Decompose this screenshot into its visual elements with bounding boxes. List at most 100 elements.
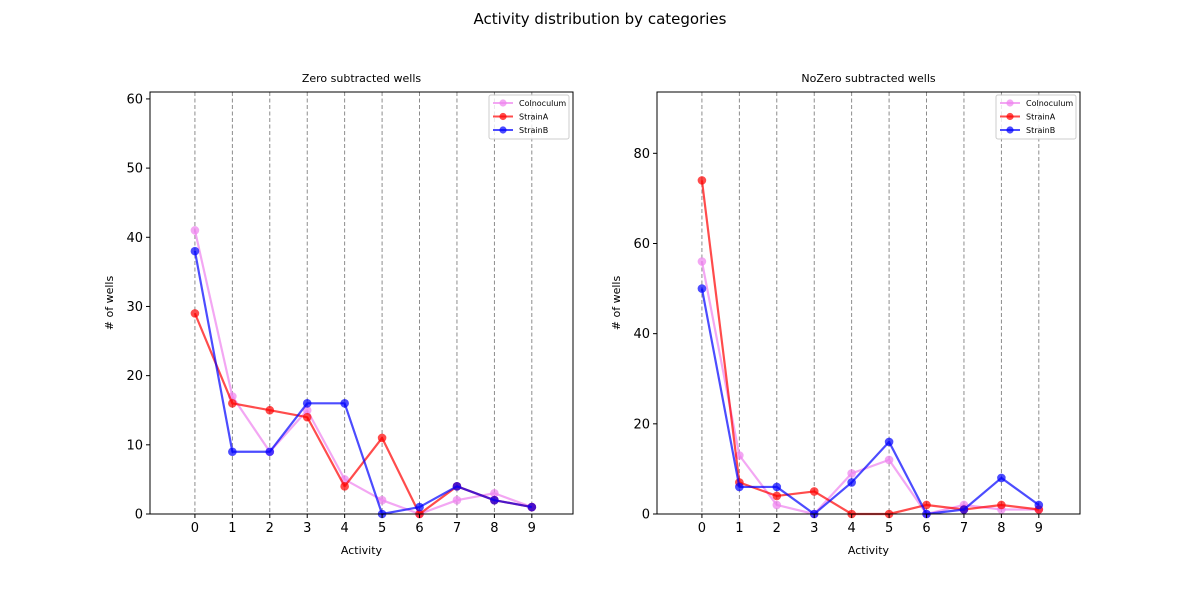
chart-panel-2: 0 1 2 3 4 5 6 7 8 9 0 20 40 60 80 NoZero subtracted wel… <box>610 72 1081 557</box>
x-tick-label: 5 <box>885 521 893 536</box>
y-tick-label: 40 <box>126 231 143 246</box>
series-line <box>700 288 1040 516</box>
series-line <box>193 312 533 516</box>
data-point <box>697 257 707 266</box>
data-point <box>452 495 462 505</box>
legend-box <box>488 94 570 140</box>
x-tick-label: 2 <box>773 521 781 536</box>
legend-swatch-marker <box>499 112 507 121</box>
y-tick-label: 20 <box>633 417 650 432</box>
data-point <box>302 399 312 408</box>
series-line <box>700 261 1039 516</box>
y-tick-label: 20 <box>126 369 143 384</box>
data-point <box>302 405 312 415</box>
legend-swatch-marker <box>499 99 507 107</box>
x-tick-label: 6 <box>922 521 930 536</box>
x-tick-label: 0 <box>191 521 199 536</box>
x-tick-label: 5 <box>378 521 386 536</box>
x-tick-label: 7 <box>453 521 461 536</box>
data-point <box>452 482 462 491</box>
legend-label: Colnoculum <box>519 99 566 108</box>
data-point <box>847 469 856 478</box>
x-tick-label: 3 <box>810 521 818 536</box>
x-tick-label: 7 <box>960 521 968 536</box>
x-tick-label: 2 <box>266 521 274 536</box>
x-tick-label: 3 <box>303 521 311 536</box>
data-point <box>490 488 499 498</box>
x-tick-label: 1 <box>228 521 236 536</box>
legend-label: Colnoculum <box>1026 99 1073 108</box>
y-axis-label: # of wells <box>610 276 623 331</box>
y-tick-label: 0 <box>642 508 650 523</box>
axes-frame <box>656 91 1081 515</box>
legend-swatch-marker <box>1006 99 1014 107</box>
x-tick-label: 4 <box>848 521 856 536</box>
data-point <box>490 495 499 505</box>
x-tick-label: 9 <box>528 521 536 536</box>
x-axis-label: Activity <box>341 544 383 557</box>
data-point <box>1034 500 1044 510</box>
data-point <box>302 412 312 422</box>
chart-panel-1: 0 1 2 3 4 5 6 7 8 9 0 10 20 30 40 50 60 Zero subtracted w… <box>103 72 574 557</box>
data-point <box>190 246 200 256</box>
data-point <box>997 473 1006 483</box>
legend-swatch-marker <box>1006 126 1014 134</box>
legend-label: StrainB <box>1026 126 1055 135</box>
data-point <box>922 500 931 510</box>
data-point <box>228 399 237 408</box>
data-point <box>697 176 707 185</box>
data-point <box>735 482 744 492</box>
legend-swatch-marker <box>499 126 507 134</box>
x-tick-label: 1 <box>735 521 743 536</box>
data-point <box>377 495 387 505</box>
x-tick-label: 8 <box>997 521 1005 536</box>
legend: Colnoculum StrainA StrainB <box>995 94 1077 140</box>
legend-label: StrainA <box>1026 113 1056 122</box>
data-point <box>228 447 237 457</box>
x-tick-label: 0 <box>698 521 706 536</box>
data-point <box>847 478 856 487</box>
data-point <box>415 502 424 512</box>
legend-label: StrainB <box>519 126 548 135</box>
x-tick-label: 8 <box>490 521 498 536</box>
data-point <box>697 284 707 293</box>
y-tick-label: 10 <box>126 438 143 453</box>
y-tick-label: 80 <box>633 147 650 162</box>
series-line <box>193 250 533 516</box>
data-point <box>884 437 894 447</box>
data-point <box>884 455 894 465</box>
data-point <box>809 487 819 496</box>
y-tick-label: 30 <box>126 300 143 315</box>
axes-frame <box>149 91 574 515</box>
y-tick-label: 60 <box>633 237 650 252</box>
x-tick-label: 6 <box>415 521 423 536</box>
data-point <box>772 482 782 492</box>
data-point <box>265 447 275 457</box>
x-axis-label: Activity <box>848 544 890 557</box>
data-point <box>772 491 782 501</box>
data-point <box>959 505 969 514</box>
x-tick-label: 9 <box>1035 521 1043 536</box>
data-point <box>772 500 782 510</box>
data-point <box>340 482 349 491</box>
subplot-title: Zero subtracted wells <box>302 72 422 85</box>
figure-title: Activity distribution by categories <box>474 10 727 28</box>
series-line <box>700 180 1039 516</box>
y-tick-label: 40 <box>633 327 650 342</box>
y-axis-label: # of wells <box>103 276 116 331</box>
legend-swatch-marker <box>1006 112 1014 121</box>
data-point <box>265 405 275 415</box>
legend-box <box>995 94 1077 140</box>
data-point <box>340 399 349 408</box>
subplot-title: NoZero subtracted wells <box>801 72 936 85</box>
data-point <box>527 502 537 512</box>
x-tick-label: 4 <box>341 521 349 536</box>
y-tick-label: 50 <box>126 162 143 177</box>
series-line <box>193 230 533 516</box>
legend-label: StrainA <box>519 113 549 122</box>
data-point <box>190 226 200 235</box>
legend: Colnoculum StrainA StrainB <box>488 94 570 140</box>
y-tick-label: 0 <box>135 508 143 523</box>
